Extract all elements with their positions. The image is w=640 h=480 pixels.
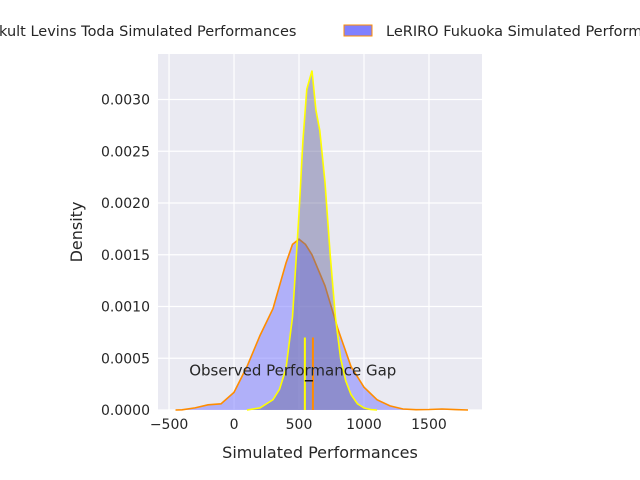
x-tick-label: 1000	[346, 417, 382, 433]
observed-marks	[303, 337, 314, 410]
legend: kult Levins Toda Simulated Performances …	[0, 24, 640, 40]
y-tick-label: 0.0025	[101, 144, 150, 160]
density-line-series-0	[175, 238, 469, 411]
annotation-observed-gap: Observed Performance Gap	[189, 362, 396, 380]
x-tick-label: 0	[230, 417, 239, 433]
x-tick-label: −500	[150, 417, 188, 433]
x-tick-labels: −500 0 500 1000 1500	[150, 417, 447, 433]
legend-label-kult-levins-toda: kult Levins Toda Simulated Performances	[0, 24, 296, 40]
y-axis-label: Density	[67, 202, 86, 263]
y-tick-label: 0.0000	[101, 403, 150, 419]
x-tick-label: 1500	[411, 417, 447, 433]
x-tick-label: 500	[286, 417, 313, 433]
density-fill-series-0	[175, 239, 468, 410]
y-tick-labels: 0.0000 0.0005 0.0010 0.0015 0.0020 0.0025 0.00…	[101, 93, 150, 419]
y-tick-label: 0.0010	[101, 300, 150, 316]
legend-label-leriro-fukuoka: LeRIRO Fukuoka Simulated Performances	[386, 24, 640, 40]
y-tick-label: 0.0005	[101, 351, 150, 367]
x-axis-label: Simulated Performances	[222, 443, 418, 462]
legend-patch-leriro-fukuoka	[343, 24, 373, 37]
density-line-series-1	[246, 70, 378, 411]
y-tick-label: 0.0020	[101, 196, 150, 212]
density-fill-series-1	[247, 70, 377, 410]
y-tick-label: 0.0015	[101, 248, 150, 264]
grid	[158, 54, 482, 411]
density-areas	[175, 70, 469, 411]
y-tick-label: 0.0030	[101, 93, 150, 109]
